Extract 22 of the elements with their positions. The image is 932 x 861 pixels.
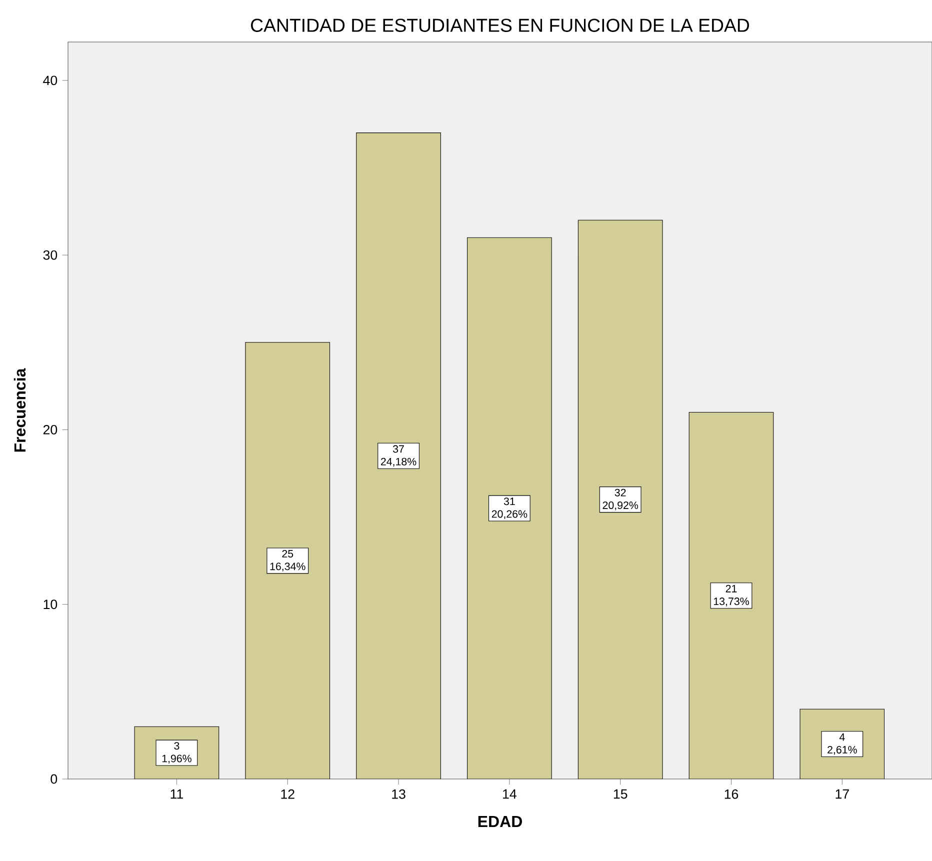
x-tick-label: 14 <box>503 789 516 799</box>
x-tick-label: 11 <box>170 789 183 799</box>
x-tick-label: 15 <box>614 789 628 799</box>
data-label: 37 24,18% <box>380 445 416 467</box>
x-axis-title: EDAD <box>478 816 522 828</box>
data-label: 25 16,34% <box>270 550 306 572</box>
data-label: 31 20,26% <box>492 498 528 520</box>
data-label: 3 1,96% <box>162 742 192 764</box>
y-tick-label: 40 <box>43 76 58 86</box>
y-tick-label: 30 <box>43 250 58 260</box>
x-tick-label: 16 <box>724 789 738 799</box>
y-tick-label: 20 <box>43 424 58 434</box>
y-tick-label: 0 <box>50 774 58 784</box>
x-tick-label: 12 <box>281 789 294 799</box>
y-axis-title: Frecuencia <box>14 368 26 452</box>
x-tick-label: 13 <box>392 789 406 799</box>
data-label: 4 2,61% <box>828 733 857 755</box>
x-tick-label: 17 <box>836 789 849 799</box>
chart-title: CANTIDAD DE ESTUDIANTES EN FUNCION DE LA EDAD <box>250 18 750 32</box>
data-label: 32 20,92% <box>602 488 638 510</box>
y-tick-label: 10 <box>44 600 58 610</box>
data-label: 21 13,73% <box>714 584 749 606</box>
